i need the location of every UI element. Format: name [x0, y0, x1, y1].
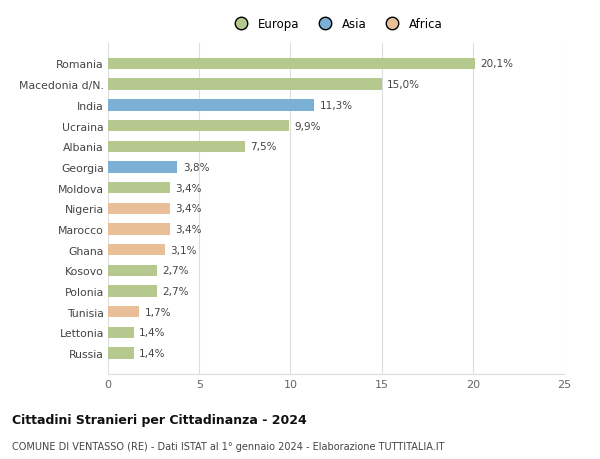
Text: 1,7%: 1,7%: [145, 307, 171, 317]
Bar: [108, 100, 314, 111]
Bar: [108, 79, 382, 90]
Text: 9,9%: 9,9%: [294, 121, 320, 131]
Bar: [108, 59, 475, 70]
Text: 3,4%: 3,4%: [175, 183, 202, 193]
Text: 1,4%: 1,4%: [139, 328, 166, 338]
Text: Cittadini Stranieri per Cittadinanza - 2024: Cittadini Stranieri per Cittadinanza - 2…: [12, 413, 307, 426]
Bar: [108, 141, 245, 152]
Bar: [108, 162, 178, 173]
Text: 20,1%: 20,1%: [480, 59, 513, 69]
Text: 3,8%: 3,8%: [183, 162, 209, 173]
Bar: [108, 183, 170, 194]
Bar: [108, 286, 157, 297]
Bar: [108, 348, 134, 359]
Bar: [108, 307, 139, 318]
Text: 1,4%: 1,4%: [139, 348, 166, 358]
Bar: [108, 224, 170, 235]
Text: 3,4%: 3,4%: [175, 204, 202, 214]
Text: COMUNE DI VENTASSO (RE) - Dati ISTAT al 1° gennaio 2024 - Elaborazione TUTTITALI: COMUNE DI VENTASSO (RE) - Dati ISTAT al …: [12, 441, 445, 451]
Text: 7,5%: 7,5%: [250, 142, 277, 152]
Bar: [108, 245, 164, 256]
Bar: [108, 121, 289, 132]
Legend: Europa, Asia, Africa: Europa, Asia, Africa: [229, 18, 443, 31]
Bar: [108, 265, 157, 276]
Bar: [108, 203, 170, 214]
Text: 11,3%: 11,3%: [320, 101, 353, 111]
Text: 3,4%: 3,4%: [175, 224, 202, 235]
Bar: [108, 327, 134, 338]
Text: 2,7%: 2,7%: [163, 286, 189, 297]
Text: 2,7%: 2,7%: [163, 266, 189, 276]
Text: 15,0%: 15,0%: [387, 80, 420, 90]
Text: 3,1%: 3,1%: [170, 245, 197, 255]
